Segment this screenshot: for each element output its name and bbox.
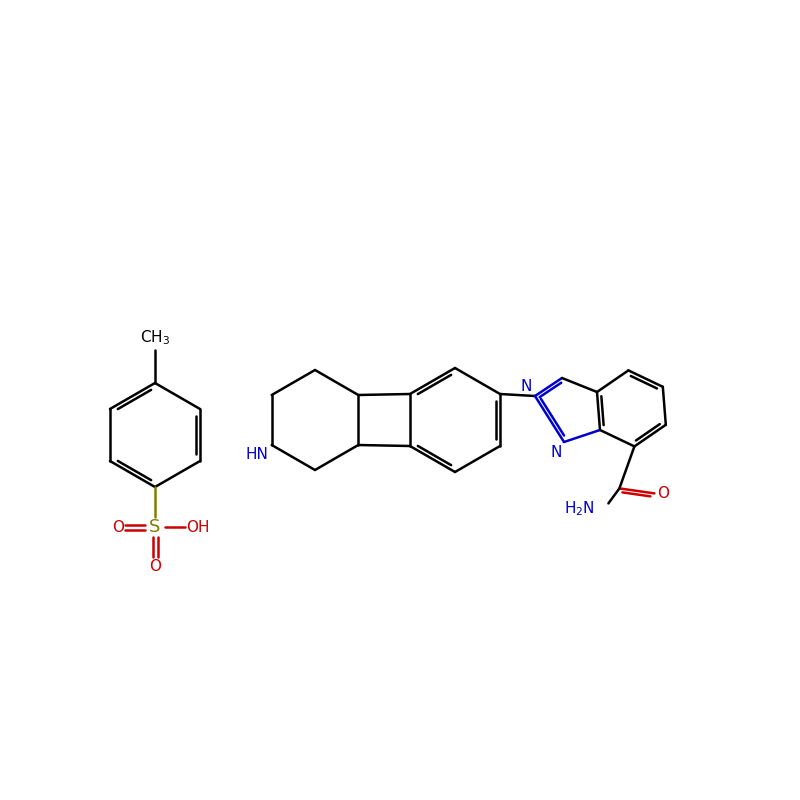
Text: O: O [149,559,161,574]
Text: O: O [112,519,124,534]
Text: O: O [658,486,670,501]
Text: N: N [521,379,532,394]
Text: OH: OH [186,519,210,534]
Text: HN: HN [246,447,269,462]
Text: S: S [150,518,161,536]
Text: CH$_3$: CH$_3$ [140,328,170,347]
Text: N: N [550,445,562,460]
Text: H$_2$N: H$_2$N [564,499,594,518]
